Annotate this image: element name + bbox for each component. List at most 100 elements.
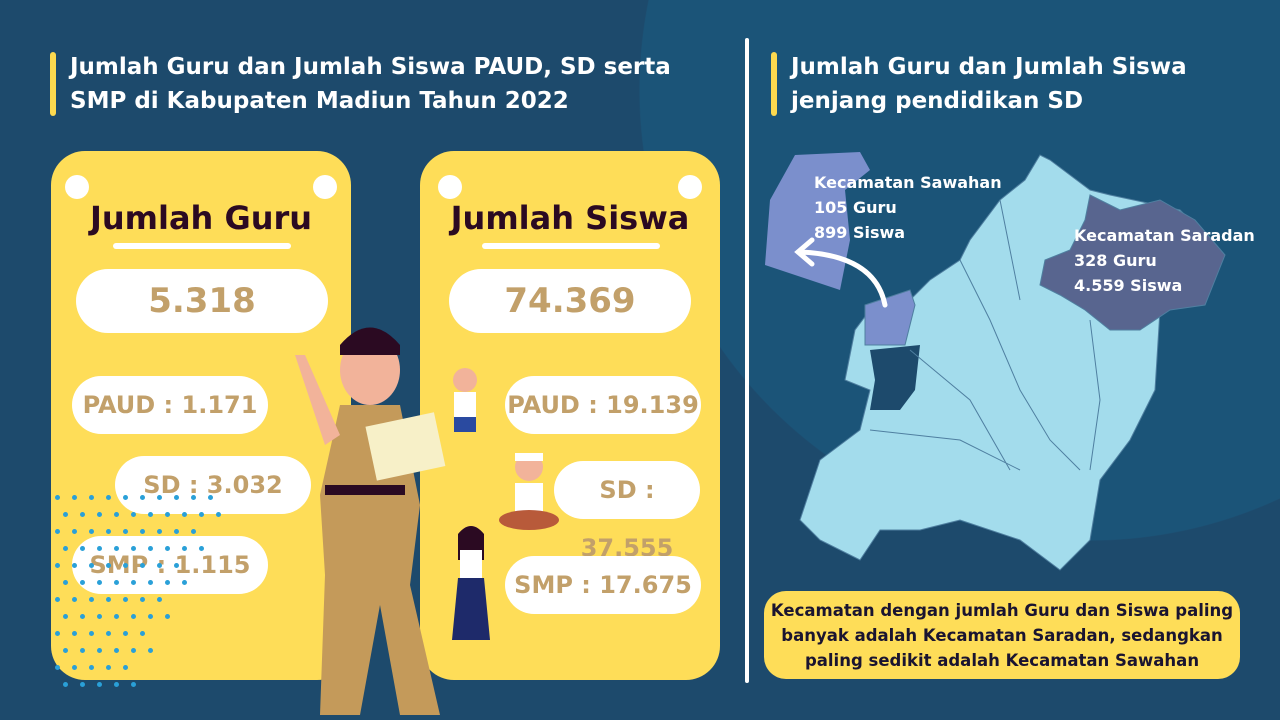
map-region-sawahan-zoom [765,152,870,290]
decorative-dot [89,665,94,670]
decorative-dot [208,495,213,500]
decorative-dot [157,563,162,568]
decorative-dot [106,597,111,602]
decorative-dot [106,495,111,500]
decorative-dot [80,512,85,517]
decorative-dot [131,682,136,687]
decorative-dot [63,546,68,551]
sawahan-name: Kecamatan Sawahan [814,173,1002,192]
decorative-dot [106,563,111,568]
decorative-dot [148,512,153,517]
decorative-dot [140,563,145,568]
decorative-dot [80,648,85,653]
decorative-dot [140,495,145,500]
madiun-map [765,152,1226,571]
boy-student-illustration [453,368,477,432]
decorative-dot [199,546,204,551]
map-region-saradan [1039,194,1226,331]
decorative-dot [191,495,196,500]
siswa-total: 74.369 [449,269,691,333]
decorative-dot [191,529,196,534]
guru-card: Jumlah Guru 5.318 PAUD : 1.171 SD : 3.03… [51,151,351,680]
siswa-paud: PAUD : 19.139 [505,376,701,434]
decorative-dot [131,614,136,619]
decorative-dot [174,495,179,500]
decorative-dot [140,529,145,534]
card-hole [313,175,337,199]
decorative-dot [148,614,153,619]
divider [745,38,749,683]
decorative-dot [123,495,128,500]
decorative-dot [55,665,60,670]
decorative-dot [72,495,77,500]
decorative-dot [97,546,102,551]
right-title: Jumlah Guru dan Jumlah Siswa jenjang pen… [771,50,1221,118]
right-title-text: Jumlah Guru dan Jumlah Siswa jenjang pen… [791,54,1187,114]
decorative-dot [63,580,68,585]
sawahan-siswa: 899 Siswa [814,223,906,242]
decorative-dot [123,665,128,670]
decorative-dot [114,512,119,517]
decorative-dot [97,682,102,687]
decorative-dot [55,529,60,534]
decorative-dot [182,580,187,585]
decorative-dot [123,631,128,636]
decorative-dot [182,512,187,517]
decorative-dot [216,512,221,517]
decorative-dot [72,631,77,636]
guru-heading: Jumlah Guru [89,199,313,237]
decorative-dot [89,495,94,500]
decorative-dot [157,529,162,534]
decorative-dot [174,529,179,534]
decorative-dot [157,597,162,602]
card-hole [65,175,89,199]
muslim-student-illustration [499,453,559,530]
title-accent-bar [771,52,777,116]
decorative-dot [165,546,170,551]
sawahan-guru: 105 Guru [814,198,897,217]
teacher-illustration [295,327,446,715]
decorative-dot [165,580,170,585]
decorative-dot [97,648,102,653]
siswa-sd: SD : 37.555 [554,461,700,562]
decorative-dot [89,597,94,602]
sawahan-label: Kecamatan Sawahan 105 Guru 899 Siswa [814,170,1002,245]
decorative-dot [55,563,60,568]
heading-underline [482,243,660,249]
saradan-siswa: 4.559 Siswa [1074,276,1183,295]
left-title-text: Jumlah Guru dan Jumlah Siswa PAUD, SD se… [70,54,671,114]
decorative-dot [72,665,77,670]
decorative-dot [97,580,102,585]
decorative-dot [131,648,136,653]
decorative-dot [63,648,68,653]
heading-underline [113,243,291,249]
decorative-dot [157,495,162,500]
decorative-dot [140,631,145,636]
decorative-dot [97,512,102,517]
decorative-dot [63,512,68,517]
decorative-dot [199,512,204,517]
decorative-dot [123,597,128,602]
decorative-dot [72,563,77,568]
map-borders [869,199,1101,471]
decorative-dot [106,631,111,636]
map-region-sawahan-small [864,289,916,346]
decorative-dot [148,648,153,653]
decorative-dot [131,546,136,551]
decorative-dot [182,546,187,551]
girl-student-illustration [452,526,490,640]
saradan-label: Kecamatan Saradan 328 Guru 4.559 Siswa [1074,223,1255,298]
decorative-dot [131,512,136,517]
title-accent-bar [50,52,56,116]
decorative-dot [55,495,60,500]
saradan-name: Kecamatan Saradan [1074,226,1255,245]
decorative-dot [55,597,60,602]
decorative-dot [63,682,68,687]
siswa-heading: Jumlah Siswa [450,199,690,237]
decorative-dot [131,580,136,585]
decorative-dot [165,614,170,619]
conclusion-box: Kecamatan dengan jumlah Guru dan Siswa p… [764,591,1240,679]
decorative-dot [80,580,85,585]
decorative-dot [140,597,145,602]
decorative-dot [80,546,85,551]
